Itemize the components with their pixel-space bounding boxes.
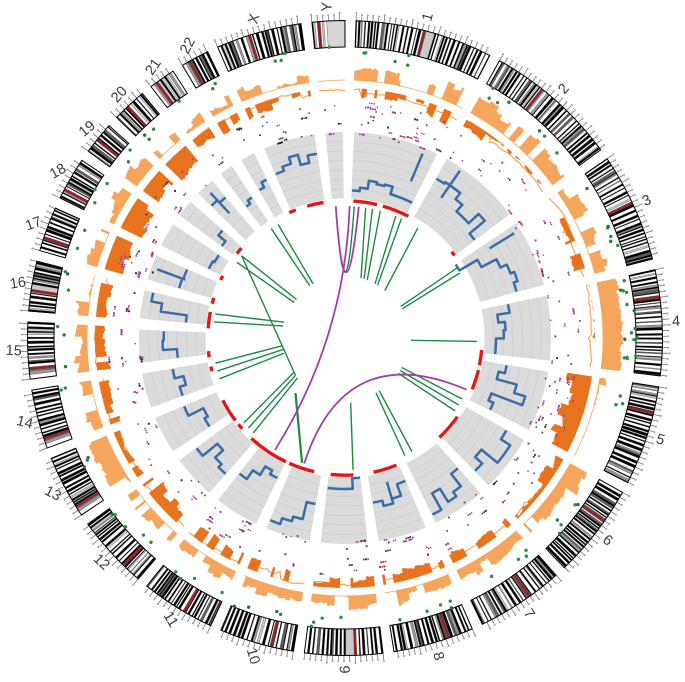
svg-text:X: X xyxy=(246,12,264,26)
svg-text:22: 22 xyxy=(177,35,199,57)
svg-text:13: 13 xyxy=(42,483,64,505)
svg-text:14: 14 xyxy=(15,413,35,433)
svg-text:17: 17 xyxy=(23,214,44,235)
svg-text:15: 15 xyxy=(5,343,22,360)
svg-text:11: 11 xyxy=(160,609,182,630)
svg-text:4: 4 xyxy=(672,314,681,330)
svg-text:18: 18 xyxy=(47,161,69,183)
svg-text:21: 21 xyxy=(142,56,164,78)
svg-text:Y: Y xyxy=(319,1,335,12)
svg-text:16: 16 xyxy=(9,274,28,292)
svg-text:10: 10 xyxy=(243,646,263,666)
svg-text:19: 19 xyxy=(76,118,99,141)
svg-text:9: 9 xyxy=(336,665,352,673)
svg-text:1: 1 xyxy=(419,11,437,23)
